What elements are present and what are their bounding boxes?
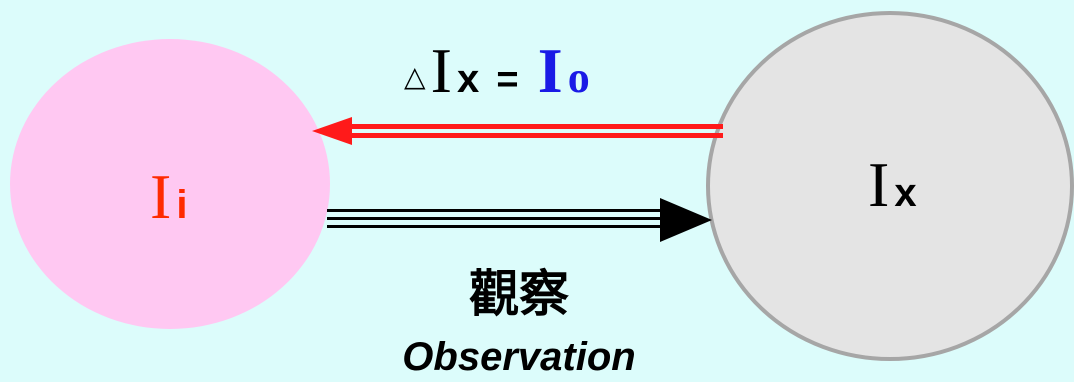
- right-node-label: I x: [868, 149, 917, 220]
- black-arrow: [327, 198, 712, 242]
- left-node-label: I i: [150, 161, 188, 232]
- left-circle: [10, 39, 330, 329]
- caption-english: Observation: [402, 335, 635, 379]
- equation-text: △ I x = I o: [404, 35, 590, 106]
- caption-chinese: 觀察: [469, 265, 569, 323]
- right-circle: [706, 11, 1074, 361]
- red-arrow: [312, 117, 723, 145]
- delta-symbol: △: [404, 61, 426, 92]
